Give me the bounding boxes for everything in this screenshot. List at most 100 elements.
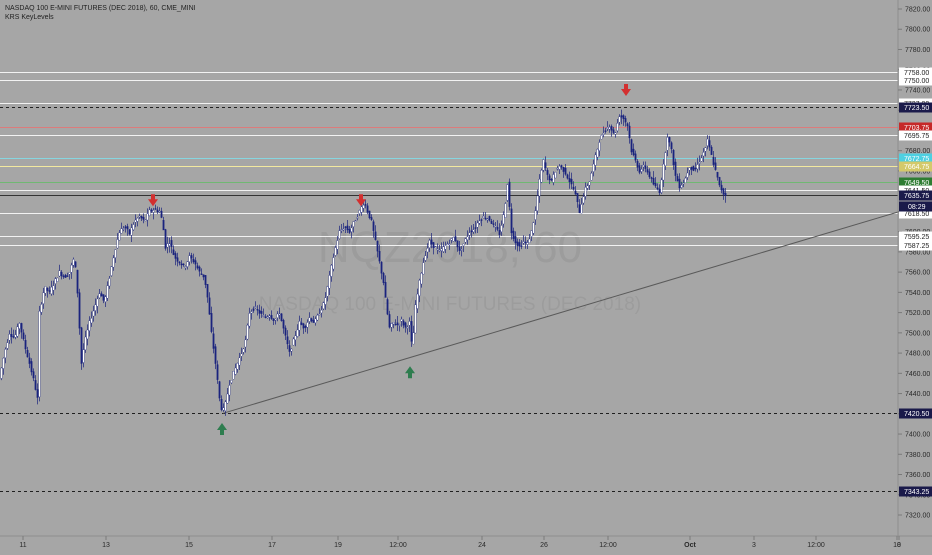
- level-badge-label: 7750.00: [904, 78, 929, 85]
- candle-body: [408, 321, 411, 326]
- candle-body: [278, 313, 281, 316]
- candle-body: [354, 220, 357, 222]
- level-badge: [899, 122, 932, 133]
- candle-body: [486, 218, 489, 221]
- candle-body: [572, 186, 575, 190]
- candle-body: [366, 205, 369, 213]
- candle-body: [434, 246, 437, 248]
- candle-body: [158, 211, 161, 213]
- candle-body: [554, 172, 557, 179]
- candle-body: [498, 230, 501, 235]
- candle-body: [92, 310, 95, 317]
- y-tick-label: 7460.00: [905, 371, 930, 378]
- candle-body: [152, 210, 155, 213]
- candle-body: [468, 232, 471, 236]
- candle-body: [648, 171, 651, 178]
- y-tick-label: 7680.00: [905, 148, 930, 155]
- candle-body: [44, 286, 47, 294]
- candle-body: [596, 149, 599, 158]
- candle-body: [10, 334, 13, 337]
- time-axis[interactable]: 11 13 15 17 19 12:00 24 26 12:00 Oct 3 12:00 810: [19, 536, 901, 549]
- candle-body: [562, 166, 565, 172]
- candle-body: [692, 165, 695, 171]
- candle-body: [614, 132, 617, 135]
- candle-body: [46, 287, 49, 291]
- y-tick-label: 7580.00: [905, 249, 930, 256]
- candle-body: [32, 371, 35, 379]
- candle-body: [100, 293, 103, 297]
- watermark-symbol: NQZ2018, 60: [318, 223, 582, 272]
- y-tick-label: 7480.00: [905, 351, 930, 358]
- candle-body: [500, 225, 503, 232]
- level-badge: [899, 208, 932, 219]
- candle-body: [26, 349, 29, 358]
- candle-body: [466, 236, 469, 240]
- x-tick-label: Oct: [684, 542, 696, 549]
- candle-body: [536, 195, 539, 211]
- candle-body: [480, 219, 483, 221]
- x-tick-label: 24: [478, 542, 486, 549]
- candle-body: [520, 245, 523, 247]
- candle-body: [494, 226, 497, 228]
- candle-body: [702, 152, 705, 157]
- candle-body: [332, 257, 335, 270]
- candle-body: [668, 137, 671, 143]
- level-badge: [899, 130, 932, 141]
- candle-body: [662, 163, 665, 181]
- candle-body: [548, 175, 551, 181]
- candle-body: [436, 248, 439, 250]
- candle-body: [38, 310, 41, 398]
- candle-body: [304, 325, 307, 328]
- watermark-name: NASDAQ 100 E-MINI FUTURES (DEC 2018): [259, 294, 641, 315]
- candle-body: [198, 266, 201, 272]
- level-badge-label: 7649.50: [904, 180, 929, 187]
- candle-body: [200, 273, 203, 275]
- candle-body: [90, 318, 93, 324]
- candle-body: [474, 227, 477, 229]
- candle-body: [16, 326, 19, 337]
- candle-body: [374, 231, 377, 240]
- candle-body: [156, 209, 159, 213]
- x-tick-label: 8: [897, 542, 901, 549]
- candle-body: [164, 229, 167, 249]
- candle-body: [566, 174, 569, 179]
- candle-body: [136, 217, 139, 222]
- candle-body: [698, 162, 701, 164]
- candle-body: [392, 322, 395, 325]
- candle-body: [552, 174, 555, 183]
- candle-body: [52, 285, 55, 291]
- candle-body: [718, 177, 721, 186]
- candle-body: [124, 226, 127, 229]
- symbol-title[interactable]: NASDAQ 100 E-MINI FUTURES (DEC 2018), 60…: [5, 5, 196, 12]
- candle-body: [166, 243, 169, 248]
- candle-body: [724, 192, 727, 196]
- candle-body: [592, 163, 595, 172]
- candle-body: [620, 115, 623, 118]
- level-badge: [899, 408, 932, 419]
- candle-body: [420, 273, 423, 285]
- indicator-name[interactable]: KRS KeyLevels: [5, 14, 54, 21]
- candle-body: [122, 228, 125, 230]
- candle-body: [490, 220, 493, 224]
- candle-body: [586, 185, 589, 189]
- level-badge-label: 7343.25: [904, 489, 929, 496]
- candle-body: [170, 240, 173, 247]
- candle-body: [242, 348, 245, 353]
- candle-body: [590, 173, 593, 181]
- candle-body: [470, 230, 473, 233]
- candle-body: [82, 349, 85, 363]
- candle-body: [274, 318, 277, 321]
- x-tick-label: 12:00: [807, 542, 825, 549]
- candle-body: [106, 285, 109, 299]
- buy-arrow-icon: [405, 366, 415, 379]
- candle-body: [622, 115, 625, 119]
- candle-body: [18, 323, 21, 329]
- candle-body: [308, 317, 311, 322]
- candle-body: [560, 165, 563, 168]
- candle-body: [606, 127, 609, 129]
- candle-body: [688, 167, 691, 171]
- candle-body: [300, 322, 303, 325]
- candle-body: [452, 237, 455, 242]
